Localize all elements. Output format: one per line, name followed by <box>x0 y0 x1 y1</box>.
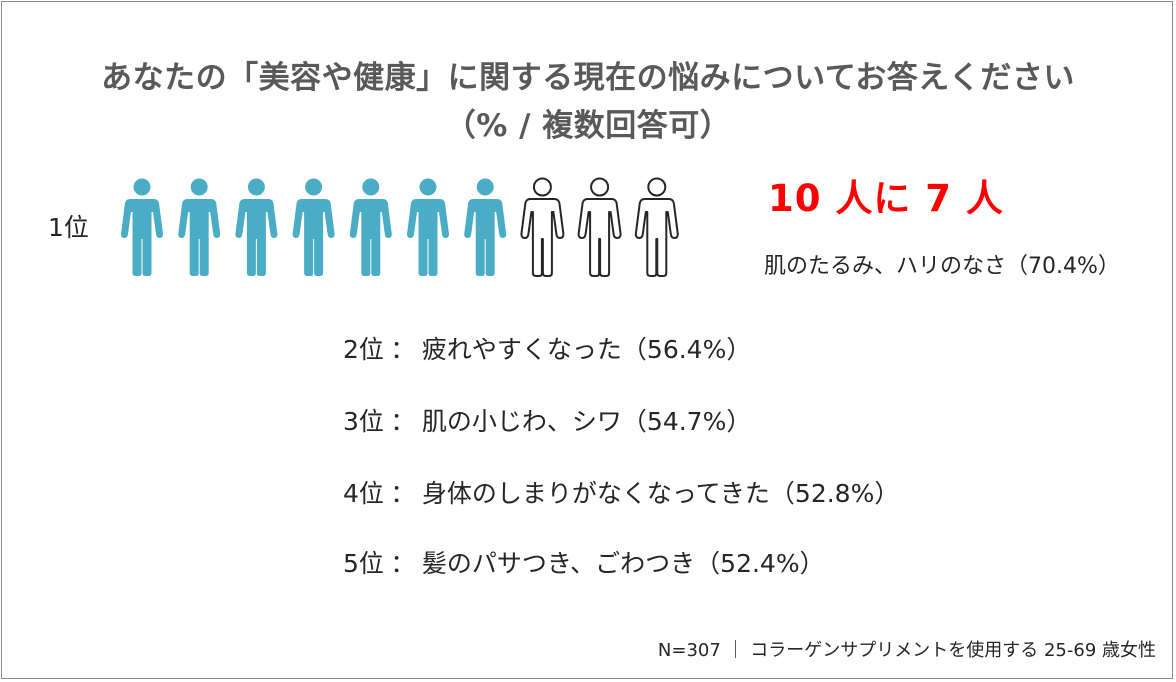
person-icon-filled <box>407 178 449 276</box>
person-icon-filled <box>464 178 507 276</box>
rank-row-5: 5位：髪のパサつき、ごわつき（52.4%） <box>343 544 825 580</box>
rank-1-label: 1位 <box>48 213 89 242</box>
rank-label: 3位 <box>343 407 384 436</box>
rank-separator: ： <box>390 479 416 508</box>
sample-footnote: N=307 ｜ コラーゲンサプリメントを使用する 25-69 歳女性 <box>657 640 1156 661</box>
rank-separator: ： <box>390 335 416 364</box>
person-icon-filled <box>178 178 221 276</box>
person-icon-filled <box>349 178 392 276</box>
rank-row-4: 4位：身体のしまりがなくなってきた（52.8%） <box>343 474 899 510</box>
rank-separator: ： <box>390 407 416 436</box>
chart-subtitle: （% / 複数回答可） <box>444 108 732 144</box>
person-icon-outline <box>520 177 565 277</box>
person-icon-filled <box>292 178 335 276</box>
chart-title: あなたの「美容や健康」に関する現在の悩みについてお答えください <box>101 60 1075 96</box>
rank-item: 身体のしまりがなくなってきた（52.8%） <box>421 479 900 508</box>
rank-1-item: 肌のたるみ、ハリのなさ（70.4%） <box>764 254 1120 279</box>
rank-item: 肌の小じわ、シワ（54.7%） <box>421 407 752 436</box>
rank-row-2: 2位：疲れやすくなった（56.4%） <box>343 330 751 366</box>
rank-item: 髪のパサつき、ごわつき（52.4%） <box>421 549 825 578</box>
rank-label: 4位 <box>343 479 384 508</box>
person-icon-filled <box>235 178 278 276</box>
rank-label: 2位 <box>343 335 384 364</box>
rank-item: 疲れやすくなった（56.4%） <box>421 335 752 364</box>
person-icon-filled <box>121 178 163 276</box>
rank-label: 5位 <box>343 549 384 578</box>
rank-separator: ： <box>390 549 416 578</box>
person-icon-outline <box>634 177 679 277</box>
person-icon-outline <box>577 177 622 277</box>
rank-row-3: 3位：肌の小じわ、シワ（54.7%） <box>343 402 751 438</box>
headline-stat: 10 人に 7 人 <box>768 177 1004 220</box>
people-pictogram <box>121 177 679 277</box>
